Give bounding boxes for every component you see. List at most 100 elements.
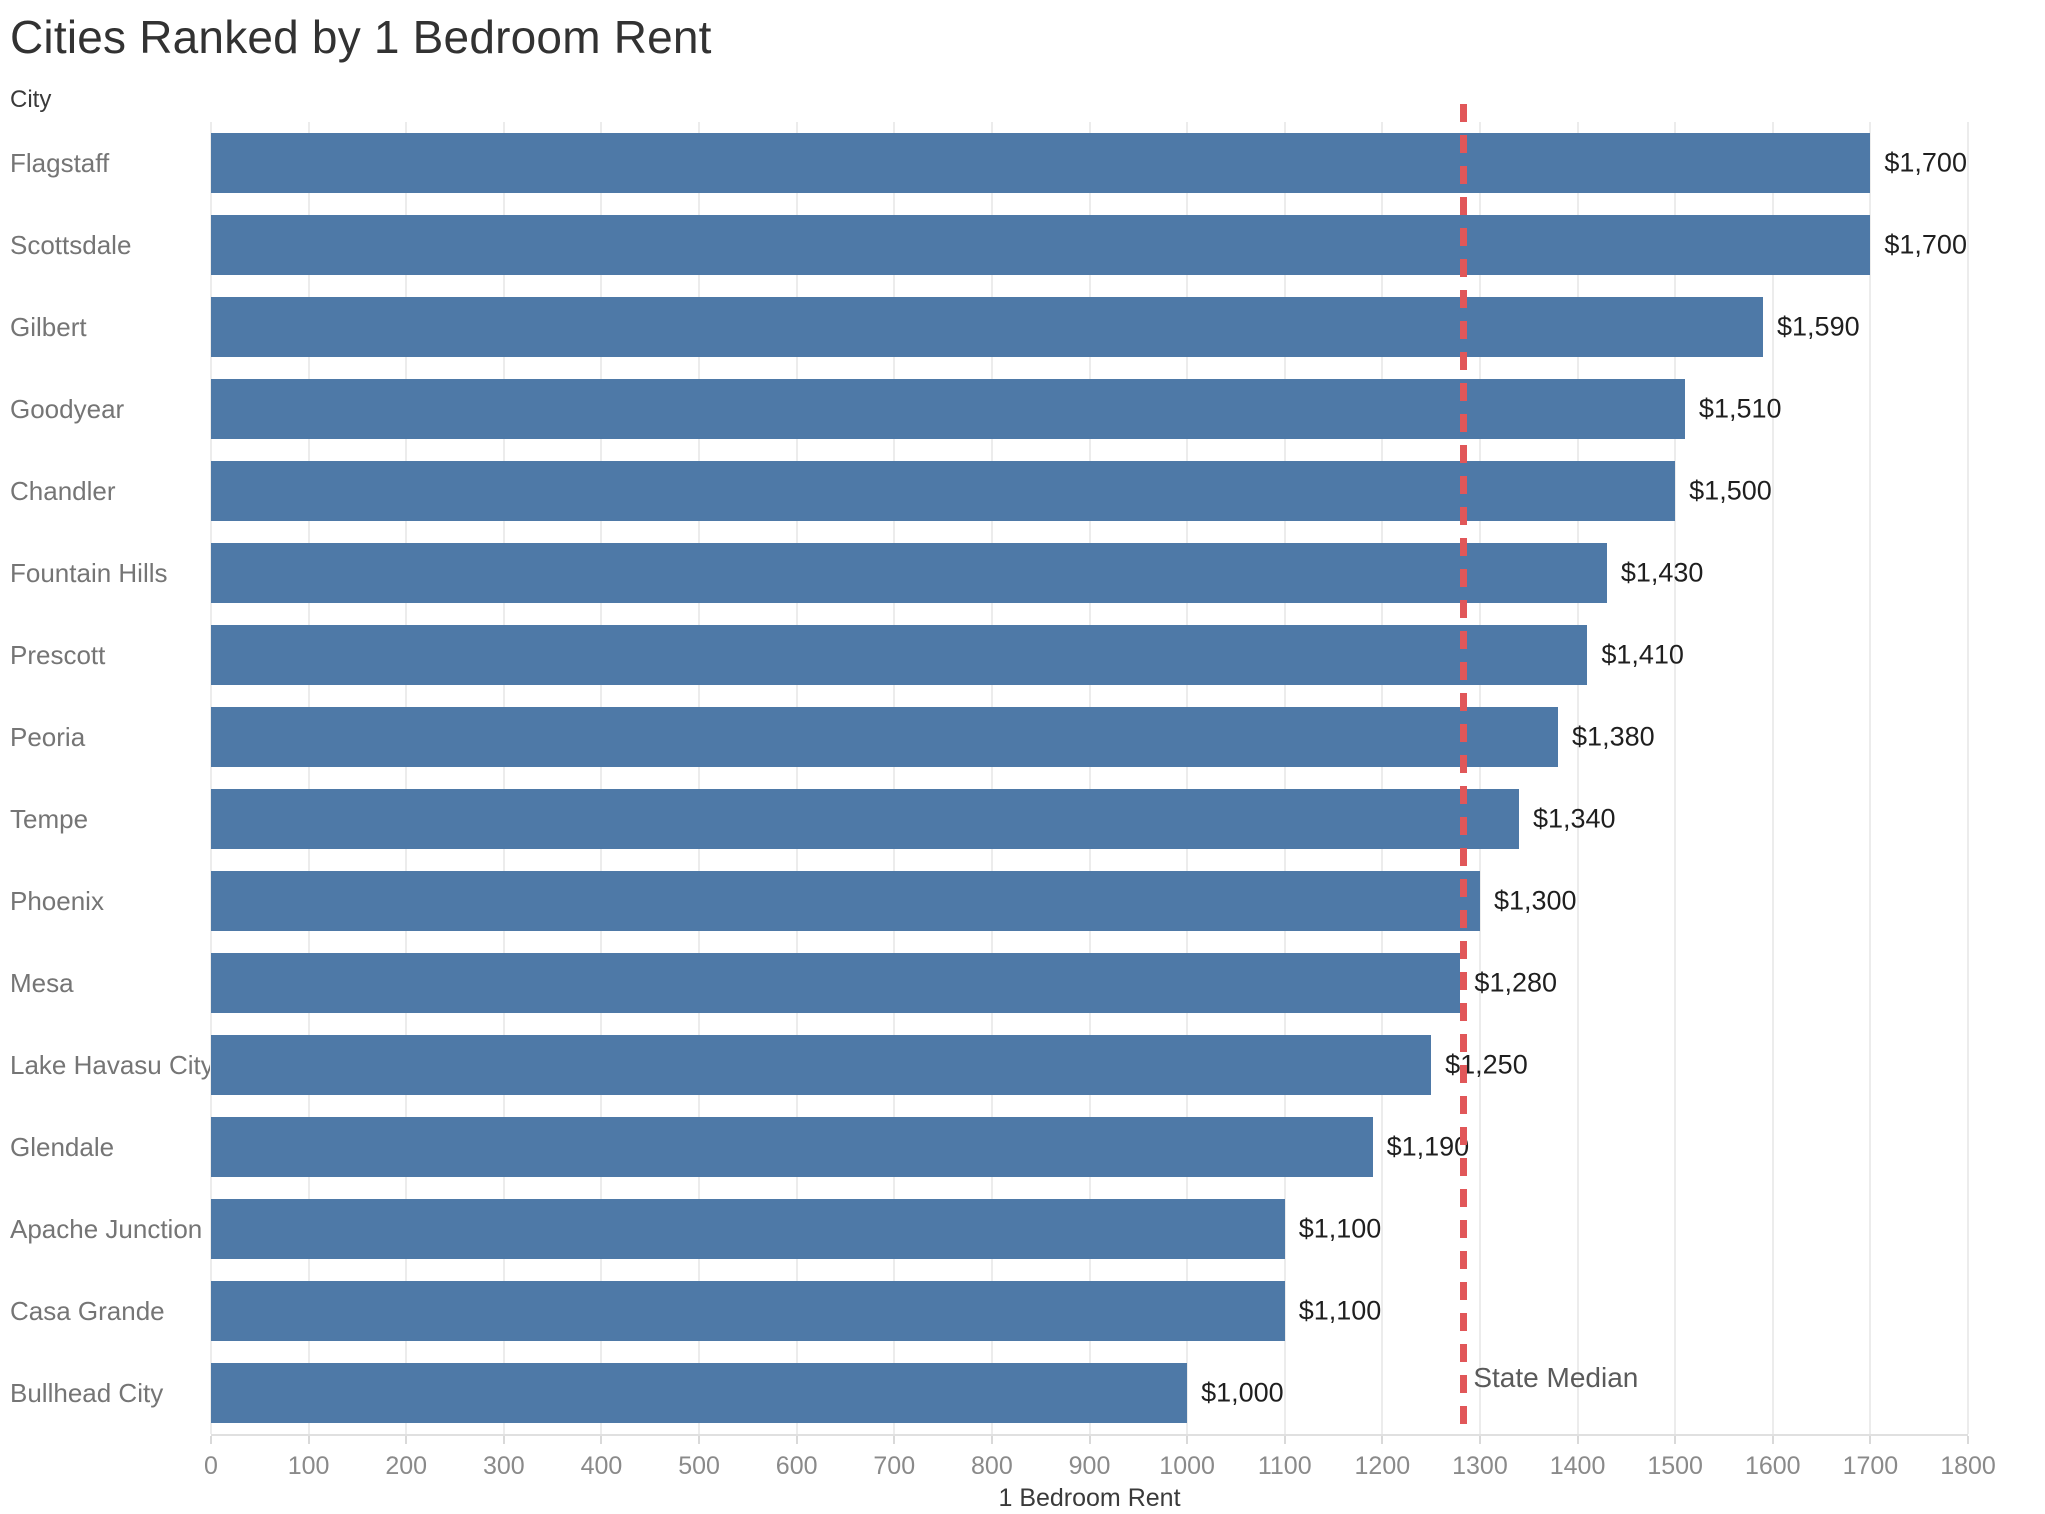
tick-label-800: 800 xyxy=(971,1452,1013,1480)
bar-row-12: $1,190 xyxy=(211,1106,1968,1188)
bar-row-9: $1,300 xyxy=(211,860,1968,942)
gridline-200 xyxy=(405,122,408,1434)
tick-mark-900 xyxy=(1088,1436,1091,1444)
tick-label-0: 0 xyxy=(204,1452,218,1480)
tick-mark-400 xyxy=(600,1436,603,1444)
bar-glendale[interactable] xyxy=(211,1117,1373,1177)
bar-prescott[interactable] xyxy=(211,625,1588,685)
tick-label-1800: 1800 xyxy=(1940,1452,1996,1480)
city-label-lake-havasu-city: Lake Havasu City xyxy=(10,1049,214,1080)
city-label-casa-grande: Casa Grande xyxy=(10,1295,165,1326)
bar-flagstaff[interactable] xyxy=(211,133,1871,193)
bar-value-label: $1,100 xyxy=(1298,1295,1382,1326)
bar-row-5: $1,430 xyxy=(211,532,1968,614)
gridline-1500 xyxy=(1674,122,1677,1434)
bar-value-label: $1,280 xyxy=(1474,967,1558,998)
tick-mark-300 xyxy=(502,1436,505,1444)
bar-goodyear[interactable] xyxy=(211,379,1685,439)
tick-label-1400: 1400 xyxy=(1549,1452,1606,1480)
plot-area: $1,700 $1,700 $1,590 $1,510 $1,500 $1,430 $1,4… xyxy=(210,104,1969,1436)
gridline-500 xyxy=(698,122,701,1434)
bar-row-7: $1,380 xyxy=(211,696,1968,778)
bar-row-1: $1,700 xyxy=(211,204,1968,286)
tick-label-300: 300 xyxy=(482,1452,525,1480)
city-label-goodyear: Goodyear xyxy=(10,393,125,424)
bar-gilbert[interactable] xyxy=(211,297,1764,357)
city-labels-column: Flagstaff Scottsdale Gilbert Goodyear Chandl… xyxy=(10,122,214,1434)
gridline-900 xyxy=(1088,122,1091,1434)
bar-mesa[interactable] xyxy=(211,953,1461,1013)
tick-mark-1200 xyxy=(1381,1436,1384,1444)
tick-mark-100 xyxy=(307,1436,310,1444)
tick-mark-500 xyxy=(698,1436,701,1444)
city-label-peoria: Peoria xyxy=(10,721,86,752)
tick-label-1200: 1200 xyxy=(1354,1452,1411,1480)
bar-value-label: $1,100 xyxy=(1298,1213,1382,1244)
city-label-scottsdale: Scottsdale xyxy=(10,229,132,260)
city-label-apache-junction: Apache Junction xyxy=(10,1213,203,1244)
city-label-fountain-hills: Fountain Hills xyxy=(10,557,168,588)
bar-row-14: $1,100 xyxy=(211,1270,1968,1352)
tick-mark-1500 xyxy=(1674,1436,1677,1444)
city-label-flagstaff: Flagstaff xyxy=(10,147,110,178)
bar-apache-junction[interactable] xyxy=(211,1199,1285,1259)
bar-fountain-hills[interactable] xyxy=(211,543,1607,603)
tick-mark-1800 xyxy=(1967,1436,1969,1444)
city-label-phoenix: Phoenix xyxy=(10,885,104,916)
bar-value-label: $1,190 xyxy=(1386,1131,1470,1162)
bar-bullhead-city[interactable] xyxy=(211,1363,1188,1423)
city-label-mesa: Mesa xyxy=(10,967,74,998)
state-median-reference-line xyxy=(1460,104,1468,1434)
bar-tempe[interactable] xyxy=(211,789,1519,849)
tick-label-600: 600 xyxy=(775,1452,818,1480)
bar-casa-grande[interactable] xyxy=(211,1281,1285,1341)
bar-lake-havasu-city[interactable] xyxy=(211,1035,1432,1095)
bar-chandler[interactable] xyxy=(211,461,1676,521)
tick-mark-1600 xyxy=(1771,1436,1774,1444)
tick-mark-200 xyxy=(405,1436,408,1444)
bar-value-label: $1,700 xyxy=(1884,147,1967,178)
city-label-gilbert: Gilbert xyxy=(10,311,87,342)
bar-row-15: $1,000 xyxy=(211,1352,1968,1434)
bar-value-label: $1,340 xyxy=(1532,803,1616,834)
chart-title: Cities Ranked by 1 Bedroom Rent xyxy=(10,11,712,63)
bar-value-label: $1,700 xyxy=(1884,229,1967,260)
bar-row-3: $1,510 xyxy=(211,368,1968,450)
gridline-600 xyxy=(795,122,798,1434)
bar-row-11: $1,250 xyxy=(211,1024,1968,1106)
tick-mark-1000 xyxy=(1186,1436,1189,1444)
bar-value-label: $1,000 xyxy=(1201,1377,1284,1408)
gridline-1700 xyxy=(1869,122,1872,1434)
gridline-1800 xyxy=(1967,122,1969,1434)
gridline-700 xyxy=(893,122,896,1434)
bar-peoria[interactable] xyxy=(211,707,1559,767)
bar-row-8: $1,340 xyxy=(211,778,1968,860)
bar-phoenix[interactable] xyxy=(211,871,1480,931)
gridline-1600 xyxy=(1771,122,1774,1434)
bar-scottsdale[interactable] xyxy=(211,215,1871,275)
tick-mark-800 xyxy=(990,1436,993,1444)
tick-mark-700 xyxy=(893,1436,896,1444)
bar-row-10: $1,280 xyxy=(211,942,1968,1024)
bar-row-0: $1,700 xyxy=(211,122,1968,204)
city-label-chandler: Chandler xyxy=(10,475,116,506)
gridline-0 xyxy=(210,122,212,1434)
tick-mark-1400 xyxy=(1576,1436,1579,1444)
tick-mark-1300 xyxy=(1478,1436,1481,1444)
gridline-100 xyxy=(307,122,310,1434)
bar-row-13: $1,100 xyxy=(211,1188,1968,1270)
city-label-prescott: Prescott xyxy=(10,639,106,670)
gridline-300 xyxy=(502,122,505,1434)
gridline-1100 xyxy=(1283,122,1286,1434)
bar-row-4: $1,500 xyxy=(211,450,1968,532)
gridline-1200 xyxy=(1381,122,1384,1434)
x-axis-title: 1 Bedroom Rent xyxy=(998,1484,1181,1512)
tick-mark-1700 xyxy=(1869,1436,1872,1444)
gridline-1300 xyxy=(1478,122,1481,1434)
gridline-800 xyxy=(990,122,993,1434)
tick-label-1000: 1000 xyxy=(1159,1452,1215,1480)
tick-label-1100: 1100 xyxy=(1257,1452,1312,1480)
category-axis-header: City xyxy=(10,86,52,113)
city-label-bullhead-city: Bullhead City xyxy=(10,1377,164,1408)
bar-value-label: $1,590 xyxy=(1777,311,1860,342)
